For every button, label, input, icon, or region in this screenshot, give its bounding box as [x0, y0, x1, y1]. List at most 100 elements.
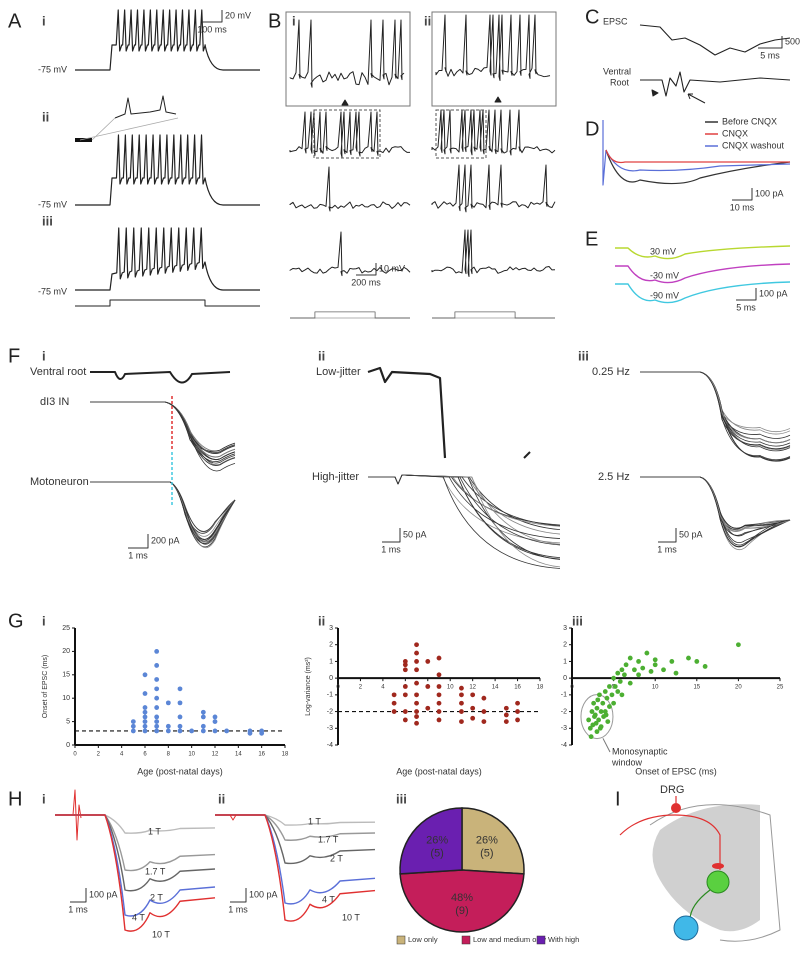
point	[515, 709, 520, 714]
x-axis-title: Age (post-natal days)	[137, 766, 223, 776]
trace-label: High-jitter	[312, 471, 359, 483]
scale-label: 200 pA	[151, 535, 180, 545]
point	[154, 723, 160, 729]
point	[470, 692, 476, 698]
point	[600, 700, 606, 706]
trace	[75, 9, 260, 71]
point	[142, 723, 148, 729]
artifact	[215, 814, 237, 821]
point	[402, 717, 408, 723]
point	[402, 662, 408, 668]
legend-swatch	[461, 935, 471, 945]
point	[154, 695, 160, 701]
point	[189, 728, 195, 734]
panel-label: I	[615, 788, 621, 810]
trace-label: 1.7 T	[145, 866, 166, 876]
trace-label: 0.25 Hz	[592, 366, 630, 378]
point	[177, 686, 183, 692]
stimulus-step	[75, 299, 260, 307]
trace	[640, 476, 791, 547]
trace	[640, 371, 791, 433]
count-label: (9)	[455, 905, 468, 917]
count-label: (5)	[480, 848, 493, 860]
y-axis-title: Onset of EPSC (ms)	[42, 655, 49, 718]
point	[414, 642, 419, 648]
trace-label: 2 T	[150, 892, 163, 902]
dashed-box	[313, 109, 381, 159]
scale-bar	[230, 888, 247, 903]
scale-label: 100 pA	[755, 188, 784, 198]
point	[414, 714, 419, 719]
point	[142, 714, 148, 720]
scale-label: 10 ms	[730, 202, 755, 212]
trace	[90, 401, 236, 466]
pie-slice	[399, 869, 525, 933]
point	[212, 719, 218, 724]
trace	[215, 814, 376, 841]
y-tick-label: 3	[563, 625, 567, 632]
trace	[90, 481, 236, 532]
point	[436, 684, 442, 689]
trace	[55, 814, 216, 932]
x-tick-label: 10	[447, 685, 454, 691]
trace	[640, 371, 791, 447]
trace	[368, 474, 561, 539]
point	[597, 692, 602, 698]
y-tick-label: -1	[561, 692, 567, 699]
point	[619, 667, 625, 673]
trace	[435, 14, 551, 82]
point	[177, 728, 183, 734]
point	[414, 692, 419, 698]
scale-label: 100 ms	[197, 24, 227, 34]
scale-label: 50 pA	[679, 529, 703, 539]
trace-label: 30 mV	[650, 246, 676, 256]
point	[459, 700, 464, 706]
afferent	[619, 814, 721, 870]
point	[425, 659, 431, 664]
legend-label: Before CNQX	[722, 116, 777, 126]
point	[636, 659, 641, 664]
scale-label: 100 pA	[759, 288, 788, 298]
point	[623, 662, 629, 668]
x-axis-title: Age (post-natal days)	[396, 766, 482, 776]
trace-label: 10 T	[342, 912, 360, 922]
sub-label: i	[42, 791, 46, 806]
legend-label: Low and medium only	[473, 935, 546, 944]
y-tick-label: 1	[563, 658, 567, 665]
point	[402, 667, 408, 673]
trace	[431, 109, 556, 156]
trace	[640, 476, 791, 543]
point	[648, 669, 654, 674]
trace	[289, 111, 411, 158]
artifact	[602, 120, 607, 186]
point	[414, 680, 419, 686]
point	[615, 689, 621, 694]
x-tick-label: 8	[167, 752, 171, 758]
point	[459, 709, 464, 714]
sub-label: i	[42, 13, 46, 28]
point	[652, 657, 658, 663]
point	[673, 670, 679, 676]
x-tick-label: 18	[282, 752, 289, 758]
trace	[640, 476, 791, 532]
arrow	[687, 93, 706, 104]
trace	[90, 481, 236, 540]
drg-label: DRG	[660, 784, 684, 796]
trace-label: Motoneuron	[30, 476, 89, 488]
y-tick-label: 3	[329, 625, 333, 632]
trace-label: 2.5 Hz	[598, 471, 630, 483]
trace	[640, 476, 791, 548]
trace	[289, 231, 411, 277]
stimulus-box	[314, 311, 516, 319]
point	[391, 700, 397, 706]
scale-bar	[356, 263, 377, 276]
inset-box	[285, 11, 411, 107]
di3-cell	[706, 870, 730, 894]
trace	[90, 371, 231, 384]
x-tick-label: 12	[212, 752, 219, 758]
point	[247, 728, 253, 734]
point	[212, 714, 218, 720]
sub-label: ii	[424, 13, 431, 28]
point	[669, 659, 675, 664]
